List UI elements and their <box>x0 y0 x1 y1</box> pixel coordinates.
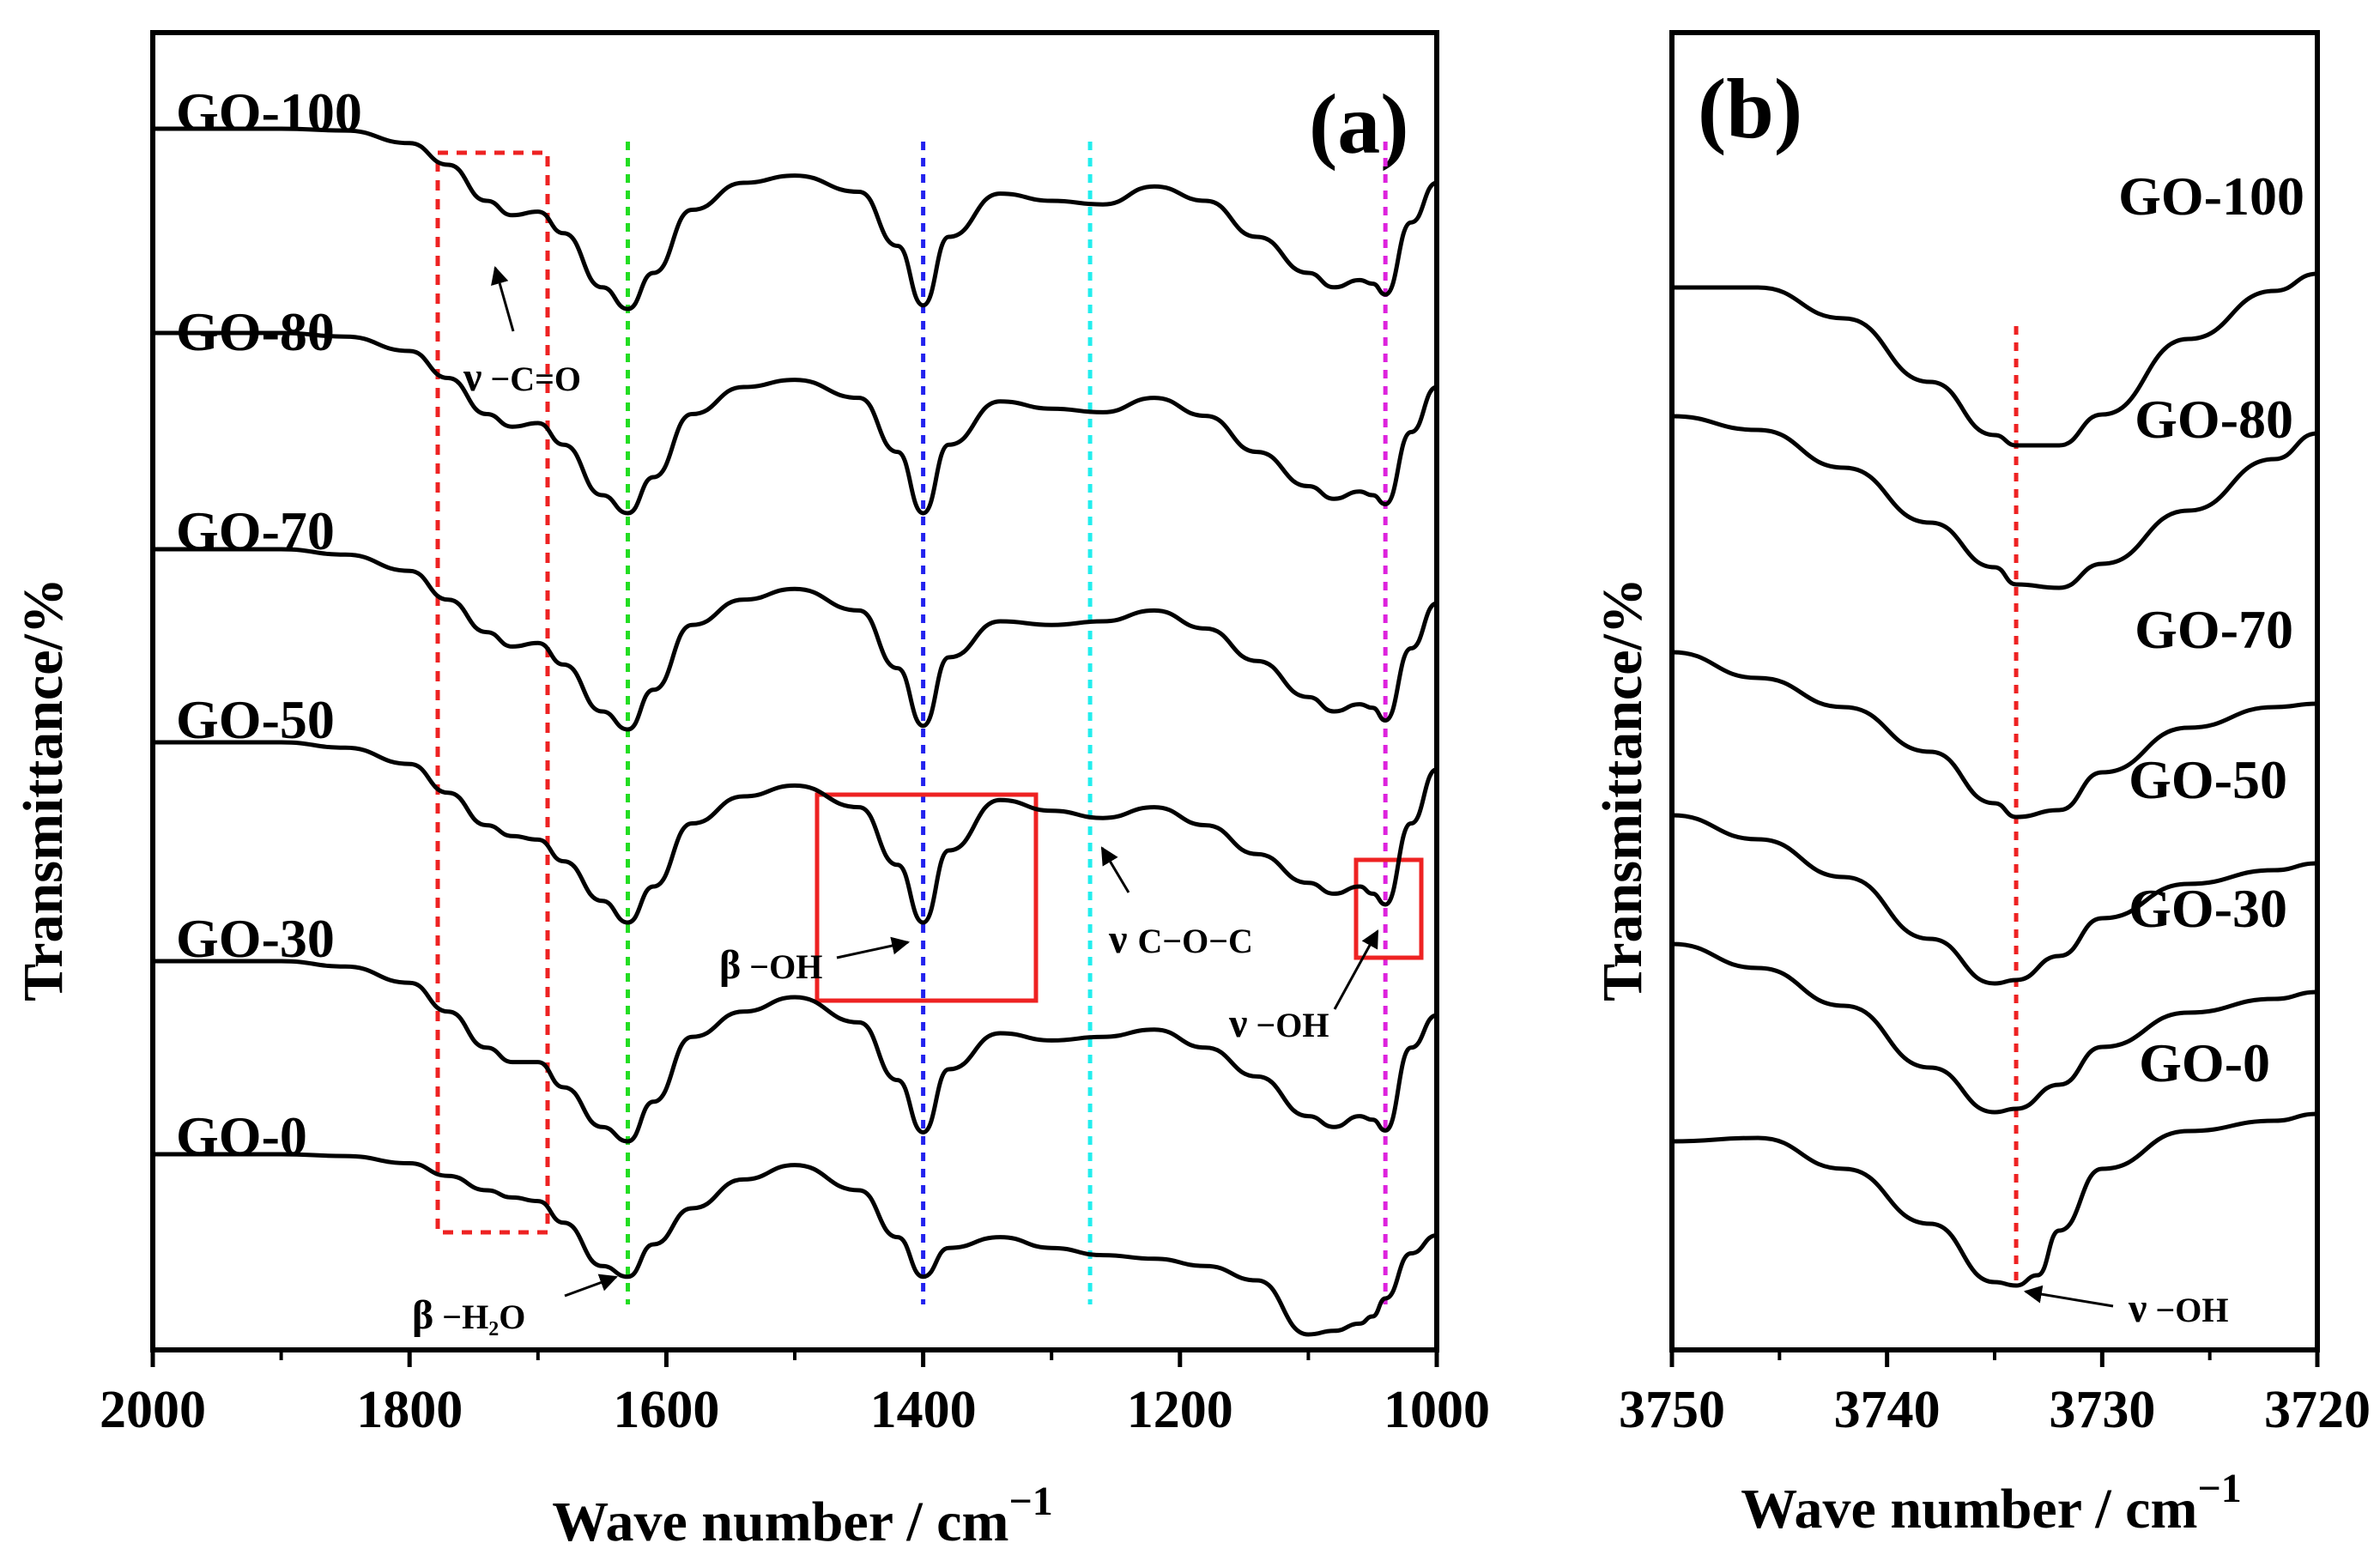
x-tick-label-1800: 1800 <box>356 1381 463 1439</box>
annotation-symbol: β <box>412 1292 433 1338</box>
annotation-beta-oh: β −OH <box>719 936 911 988</box>
svg-text:β−H₂O: β −H₂O <box>412 1292 525 1338</box>
annotation-text: −H₂O <box>442 1298 525 1336</box>
annotation-symbol: β <box>719 942 741 988</box>
svg-text:ν−C=O: ν −C=O <box>463 354 581 400</box>
x-tick-label-1400: 1400 <box>870 1381 977 1439</box>
annotation-text: −C=O <box>490 360 581 398</box>
x-tick-label-1000: 1000 <box>1384 1381 1490 1439</box>
series-label-go-0: GO-0 <box>176 1105 307 1166</box>
annotation-symbol: ν <box>1108 917 1127 962</box>
series-label-go-30: GO-30 <box>176 908 335 969</box>
x-tick-label-3720: 3720 <box>2264 1381 2371 1439</box>
annotation-text: −OH <box>749 947 822 986</box>
nu-oh-highlight-box <box>1354 857 1424 960</box>
svg-text:ν−OH: ν −OH <box>2128 1286 2228 1331</box>
panel-a-x-axis: 2000 1800 1600 1400 1200 1000 <box>100 1350 1490 1439</box>
annotation-text: −OH <box>2155 1291 2228 1329</box>
panel-a-xlabel: Wave number / cm−1 <box>552 1479 1053 1553</box>
panel-a-label: (a) <box>1309 76 1409 172</box>
panel-a: Transmittance/% (a) GO-100 GO-80 GO-70 G… <box>12 30 1490 1553</box>
panel-a-xlabel-sup: −1 <box>1008 1479 1052 1524</box>
panel-a-xlabel-main: Wave number / cm <box>552 1491 1008 1553</box>
x-tick-label-1200: 1200 <box>1127 1381 1233 1439</box>
panel-b-label: (b) <box>1698 61 1802 156</box>
x-tick-label-3730: 3730 <box>2049 1381 2155 1439</box>
annotation-nu-oh-a: ν −OH <box>1228 929 1379 1046</box>
x-tick-label-3740: 3740 <box>1834 1381 1941 1439</box>
panel-b-x-axis: 3750 3740 3730 3720 <box>1619 1350 2371 1439</box>
series-label-go-80: GO-80 <box>176 301 335 362</box>
panel-b-xlabel-main: Wave number / cm <box>1741 1478 2197 1540</box>
series-label-b-go-100: GO-100 <box>2118 166 2304 227</box>
x-tick-label-3750: 3750 <box>1619 1381 1725 1439</box>
panel-a-marker-lines <box>626 142 1388 1304</box>
panel-a-ylabel: Transmittance/% <box>12 578 75 1001</box>
annotation-nu-cxo: ν −C=O <box>463 265 581 400</box>
panel-b-xlabel-sup: −1 <box>2197 1466 2241 1511</box>
series-label-go-100: GO-100 <box>176 82 362 142</box>
panel-b-curves <box>1671 271 2318 1288</box>
svg-text:β−OH: β −OH <box>719 942 822 988</box>
series-line-go-0 <box>152 1152 1438 1337</box>
series-label-go-50: GO-50 <box>176 689 335 750</box>
panel-b-plot-frame <box>1669 30 2320 1352</box>
series-line-go-0 <box>1671 1111 2318 1288</box>
series-label-b-go-30: GO-30 <box>2129 878 2287 939</box>
panel-a-plot-frame <box>150 30 1439 1352</box>
panel-a-curves <box>152 126 1438 1337</box>
panel-b-ylabel: Transmittance/% <box>1591 578 1654 1001</box>
series-line-go-80 <box>1671 414 2318 590</box>
panel-b-xlabel: Wave number / cm−1 <box>1741 1466 2242 1540</box>
series-line-go-70 <box>1671 650 2318 820</box>
annotation-symbol: ν <box>2128 1286 2147 1331</box>
series-label-go-70: GO-70 <box>176 500 335 561</box>
series-line-go-100 <box>1672 271 2318 448</box>
series-label-b-go-80: GO-80 <box>2135 389 2293 450</box>
beta-oh-highlight-box <box>815 792 1039 1003</box>
annotation-nu-oh-b: ν −OH <box>2023 1285 2228 1331</box>
annotation-symbol: ν <box>463 354 481 400</box>
series-line-go-50 <box>152 740 1438 925</box>
annotation-beta-h2o: β −H₂O <box>412 1274 618 1338</box>
cxo-highlight-box <box>435 150 550 1235</box>
svg-text:νC−O−C: ν C−O−C <box>1108 917 1253 962</box>
series-line-go-30 <box>153 959 1438 1144</box>
series-line-go-100 <box>152 126 1438 312</box>
x-tick-label-1600: 1600 <box>613 1381 719 1439</box>
annotation-text: −OH <box>1256 1006 1329 1044</box>
x-tick-label-2000: 2000 <box>100 1381 206 1439</box>
svg-text:ν−OH: ν −OH <box>1228 1001 1329 1046</box>
panel-b: Transmittance/% (b) GO-100 GO-80 GO-70 G… <box>1591 30 2371 1540</box>
series-line-go-80 <box>152 330 1438 516</box>
series-label-b-go-70: GO-70 <box>2135 599 2293 660</box>
annotation-symbol: ν <box>1228 1001 1247 1046</box>
annotation-text: C−O−C <box>1137 922 1252 960</box>
annotation-nu-coc: ν C−O−C <box>1100 846 1253 962</box>
series-label-b-go-50: GO-50 <box>2129 749 2287 810</box>
series-line-go-70 <box>152 547 1438 732</box>
series-line-go-30 <box>1671 941 2318 1115</box>
series-line-go-50 <box>1671 813 2318 986</box>
series-label-b-go-0: GO-0 <box>2139 1032 2270 1093</box>
